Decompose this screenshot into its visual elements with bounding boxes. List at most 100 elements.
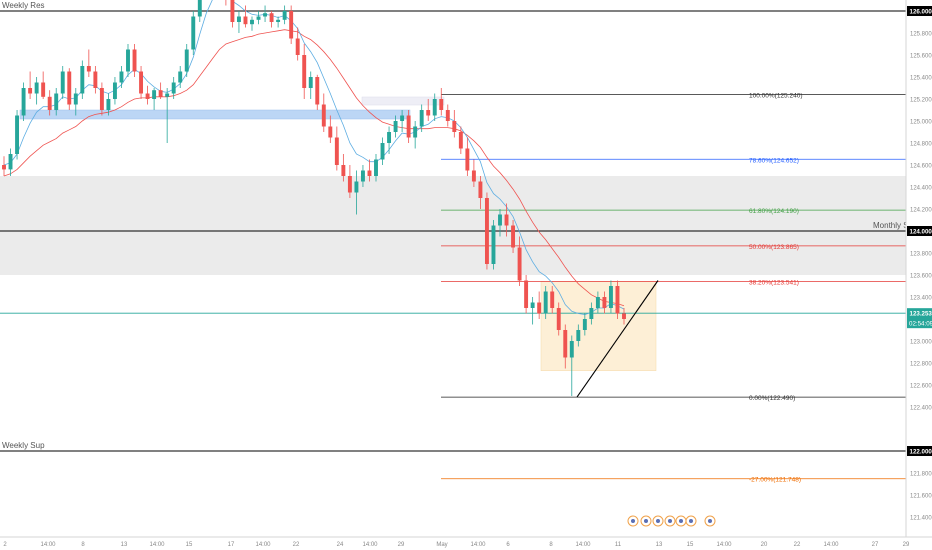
candle-body-50 [328,126,333,138]
fib-label-6: -27.00%(121.748) [749,477,801,484]
candle-body-89 [582,319,587,330]
candle-body-75 [491,225,496,264]
time-tick-25: 29 [903,542,910,548]
time-tick-8: 22 [293,542,300,548]
time-tick-16: 14:00 [575,542,591,548]
candle-body-76 [498,214,502,226]
candle-body-79 [517,247,522,281]
price-tick-15: 122.400 [910,406,932,412]
candle-body-41 [269,13,274,22]
candle-body-13 [86,66,91,72]
price-tick-2: 125.400 [910,76,932,82]
ascending-trendline[interactable] [576,280,659,398]
candle-body-57 [374,159,378,176]
time-axis[interactable]: 2 14:00 8 13 14:00 15 17 14:00 22 24 14:00 29 May 14:… [0,536,932,548]
price-tick-6: 124.600 [910,164,932,170]
candles-layer [2,0,626,396]
candle-body-73 [478,181,483,198]
fib-label-1: 78.60%(124.652) [749,157,799,164]
candle-body-18 [119,71,124,83]
candle-body-19 [126,49,130,72]
fib-label-2: 61.80%(124.190) [749,208,799,215]
time-tick-24: 27 [872,542,879,548]
candle-body-24 [158,90,163,97]
time-tick-11: 29 [398,542,405,548]
blue-zone-layer [19,96,445,120]
candle-body-52 [341,165,346,176]
price-tick-16: 121.800 [910,472,932,478]
time-tick-12: May [436,542,447,548]
time-tick-4: 14:00 [149,542,165,548]
level-label-2: Weekly Sup [2,441,45,450]
candle-body-95 [622,313,626,319]
event-icon-dot-3 [656,519,660,523]
candle-body-49 [321,104,326,127]
price-tick-5: 124.800 [910,142,932,148]
candle-body-28 [184,49,189,72]
time-tick-13: 14:00 [470,542,486,548]
fibonacci-layer: 100.00%(125.240) 78.60%(124.652) 61.80%(12… [441,93,906,484]
candle-body-20 [132,49,137,72]
candle-body-12 [80,66,85,94]
candle-body-71 [465,148,470,171]
candle-body-80 [524,280,529,308]
event-icon-dot-1 [631,519,635,523]
candle-body-39 [256,16,261,20]
price-tick-7: 124.400 [910,186,932,192]
time-tick-23: 14:00 [823,542,839,548]
time-tick-21: 20 [761,542,768,548]
fib-label-4: 38.20%(123.541) [749,279,799,286]
candle-body-8 [54,93,59,110]
candle-body-59 [387,132,392,143]
candle-body-66 [432,99,437,116]
time-tick-7: 14:00 [255,542,271,548]
candle-body-44 [289,11,294,39]
level-tag-2 [907,446,932,456]
level-tag-text-0: 126.000 [910,9,932,16]
price-tick-0: 125.800 [910,32,932,38]
event-icon-dot-5 [679,519,683,523]
event-icon-dot-2 [644,519,648,523]
candle-body-70 [458,132,463,149]
candle-body-21 [139,71,144,94]
time-tick-6: 17 [228,542,235,548]
moving-averages-layer [3,0,625,316]
time-tick-17: 11 [615,542,622,548]
candle-body-87 [569,341,574,358]
price-tick-18: 121.400 [910,516,932,522]
candle-body-27 [178,71,183,83]
candle-body-92 [602,297,607,308]
candle-body-94 [615,286,620,314]
gray-zone [0,176,906,275]
time-tick-0: 2 [3,542,7,548]
fast-moving-average [3,0,625,316]
price-tick-13: 122.800 [910,362,932,368]
candle-body-2 [15,115,20,154]
candle-body-84 [550,291,555,308]
candle-body-81 [530,302,535,308]
price-axis[interactable]: 125.800 125.600 125.400 125.200 125.000 124.8… [905,0,932,537]
candle-body-86 [563,330,568,358]
candle-body-17 [112,82,117,99]
event-icons-layer [627,515,716,527]
level-tag-1 [907,226,932,236]
candle-body-14 [93,71,98,88]
event-icon-dot-6 [689,519,693,523]
candle-body-77 [504,214,509,226]
level-tag-text-1: 124.000 [910,229,932,236]
candle-body-90 [589,308,594,319]
price-tick-3: 125.200 [910,98,932,104]
candle-body-36 [236,16,241,22]
candle-body-60 [393,121,398,132]
price-tick-10: 123.600 [910,274,932,280]
slow-moving-average [3,29,625,307]
candle-body-1 [8,154,13,170]
candle-body-15 [99,88,104,110]
level-tag-0 [907,6,932,16]
candle-body-55 [360,170,365,182]
candle-body-16 [106,99,111,110]
time-tick-2: 8 [81,542,85,548]
candle-body-5 [34,82,39,94]
candle-body-72 [471,170,476,182]
